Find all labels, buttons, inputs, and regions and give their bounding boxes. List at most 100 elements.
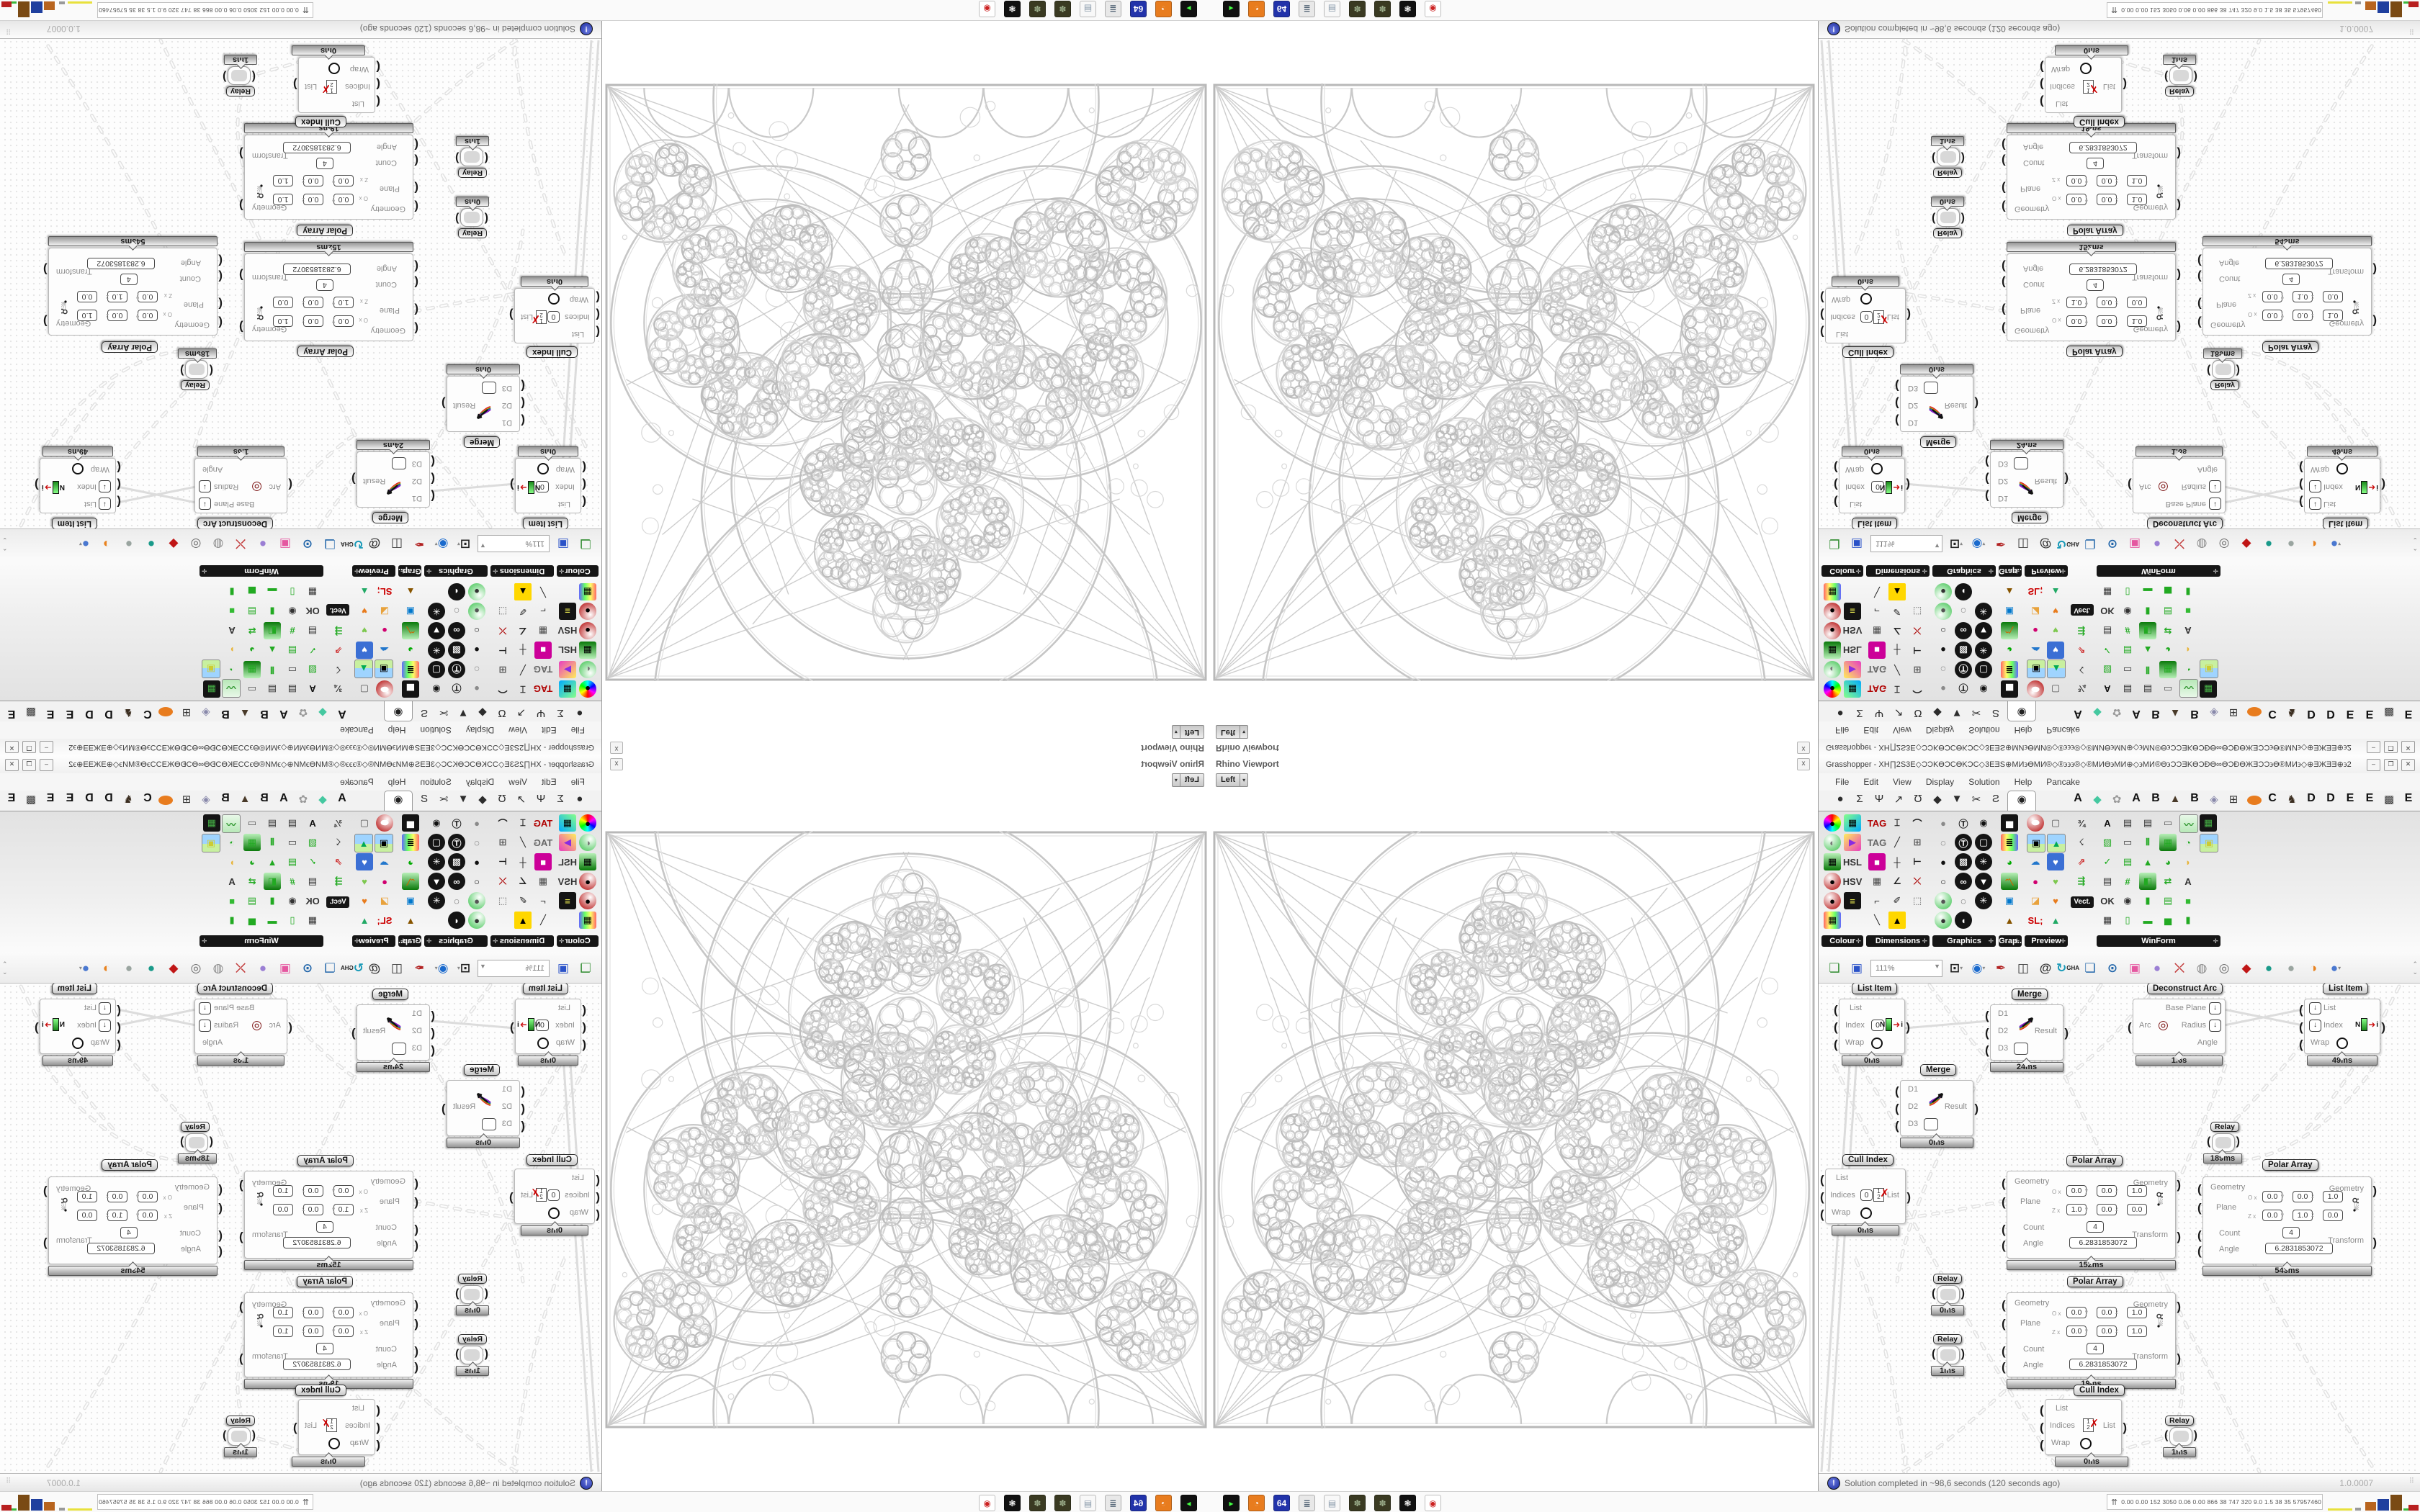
- palette-icon[interactable]: ◧: [264, 873, 281, 890]
- palette-icon[interactable]: ▨: [308, 665, 318, 675]
- sketch-pen-icon[interactable]: ✒: [413, 960, 425, 975]
- palette-icon[interactable]: ▲: [267, 644, 277, 656]
- plugin-tab-letter[interactable]: D: [2326, 792, 2335, 804]
- terminal-icon[interactable]: ▸: [1180, 1, 1197, 17]
- palette-icon[interactable]: ┼: [1894, 644, 1901, 656]
- node-label[interactable]: List Item: [51, 984, 97, 994]
- plugin-tab-icon[interactable]: ✿: [298, 793, 308, 806]
- palette-icon[interactable]: ◧: [264, 622, 281, 639]
- at-icon[interactable]: @: [368, 960, 381, 975]
- plugin-tab-letter[interactable]: D: [104, 708, 113, 720]
- palette-icon[interactable]: ▤: [2163, 895, 2173, 906]
- minimize-button[interactable]: –: [40, 741, 53, 753]
- gift-icon[interactable]: ▣: [279, 537, 292, 552]
- node-cu2[interactable]: ((() List Indices 1 2 ✗ List Wrap: [293, 57, 380, 113]
- node-pa3[interactable]: (((()) Geometry Plane O x 0.0 y 0.0 z 1.0 Z x 0.…: [2002, 1292, 2181, 1377]
- window-icon[interactable]: ❏: [324, 960, 336, 975]
- palette-icon[interactable]: ⇄: [248, 626, 256, 636]
- plugin-tab-icon[interactable]: ◆: [318, 793, 327, 806]
- palette-icon[interactable]: ∞: [448, 622, 465, 639]
- palette-icon[interactable]: ▢: [428, 834, 445, 851]
- plugin-tab-letter[interactable]: E: [46, 792, 55, 804]
- open-file-icon[interactable]: ❏: [1829, 960, 1840, 975]
- node-pa3[interactable]: (((()) Geometry Plane O x 0.0 y 0.0 z 1.0 Z x 0.…: [2002, 135, 2181, 220]
- palette-icon[interactable]: ▅: [2001, 680, 2018, 698]
- palette-icon[interactable]: ▤: [287, 856, 297, 867]
- palette-icon[interactable]: ◕: [408, 856, 413, 868]
- palette-icon[interactable]: ▼: [1975, 873, 1992, 890]
- minimize-button[interactable]: –: [40, 759, 53, 771]
- zoom-level-combo[interactable]: 111% ▼: [1870, 959, 1942, 977]
- palette-icon[interactable]: ▅: [248, 587, 256, 598]
- menu-help[interactable]: Help: [2014, 777, 2033, 787]
- palette-icon[interactable]: ◉: [2123, 606, 2132, 617]
- menu-help[interactable]: Help: [2014, 725, 2033, 735]
- palette-icon[interactable]: ▶: [559, 661, 576, 678]
- plugin-tab-icon[interactable]: ♞: [123, 793, 133, 806]
- maximize-button[interactable]: ❐: [2384, 741, 2398, 753]
- firefox-icon[interactable]: ◔: [1155, 1, 1172, 17]
- palette-icon[interactable]: ∞: [448, 873, 465, 890]
- palette-icon[interactable]: ●: [468, 603, 485, 620]
- palette-label[interactable]: Colour ✛: [1821, 935, 1863, 947]
- palette-icon[interactable]: ▦: [308, 914, 318, 925]
- palette-label[interactable]: WinForm ✛: [2097, 935, 2220, 947]
- palette-icon[interactable]: ■: [534, 642, 552, 659]
- palette-icon[interactable]: ⌐: [1874, 606, 1880, 617]
- palette-icon[interactable]: HSV: [557, 876, 578, 887]
- node-da1[interactable]: (Arc ◎ Base Plane ↓ Radius ↓ Angle: [194, 458, 292, 513]
- palette-icon[interactable]: ♥: [2053, 876, 2058, 887]
- plugin-tab-icon[interactable]: ◆: [318, 706, 327, 719]
- palette-icon[interactable]: ▬: [267, 914, 277, 926]
- palette-icon[interactable]: ▦: [203, 680, 220, 698]
- plugin-tab-icon[interactable]: ♞: [123, 706, 133, 719]
- category-tab-icon[interactable]: Σ: [1856, 707, 1863, 719]
- node-label[interactable]: Merge: [372, 989, 408, 1000]
- palette-icon[interactable]: ●: [1935, 892, 1952, 909]
- focus-extents-icon[interactable]: ⊡ ▾: [457, 537, 471, 552]
- gem-icon[interactable]: ◆: [2241, 537, 2251, 552]
- palette-icon[interactable]: ≡: [559, 603, 576, 620]
- palette-icon[interactable]: ◖: [448, 583, 465, 600]
- palette-icon[interactable]: ▦: [2102, 914, 2112, 925]
- palette-icon[interactable]: TAG: [1867, 664, 1887, 675]
- palette-icon[interactable]: ●: [1935, 603, 1952, 620]
- category-tab-icon[interactable]: Ʊ: [1914, 707, 1922, 719]
- palette-icon[interactable]: ◪: [380, 606, 390, 617]
- palette-icon[interactable]: ▶: [1844, 834, 1861, 851]
- palette-icon[interactable]: ≣: [402, 661, 419, 678]
- script-icon[interactable]: ≣: [1299, 1495, 1315, 1511]
- node-da1[interactable]: (Arc ◎ Base Plane ↓ Radius ↓ Angle: [2128, 458, 2226, 513]
- preview-eye-icon[interactable]: ◉ ▾: [1971, 537, 1986, 552]
- gift-icon[interactable]: ▣: [2128, 960, 2141, 975]
- palette-label[interactable]: Grap.. ✛: [398, 935, 421, 947]
- viewport-tab-label[interactable]: Left: [1216, 773, 1241, 787]
- gem-icon[interactable]: ◆: [2241, 960, 2251, 975]
- node-label[interactable]: List Item: [522, 518, 568, 528]
- palette-icon[interactable]: ●: [468, 892, 485, 909]
- palette-icon[interactable]: ●: [474, 644, 480, 656]
- palette-icon[interactable]: ●: [1940, 644, 1946, 656]
- node-pa1[interactable]: (((()) Geometry Plane O x 0.0 y 0.0 z 1.0 Z x 1.…: [239, 253, 418, 341]
- palette-icon[interactable]: ▲: [359, 914, 369, 926]
- palette-icon[interactable]: ✓: [308, 856, 317, 867]
- node-relay[interactable]: (): [1932, 148, 1965, 166]
- terminal-icon[interactable]: ▸: [1180, 1495, 1197, 1511]
- palette-icon[interactable]: ⊞: [1913, 837, 1922, 847]
- node-label[interactable]: Polar Array: [2066, 1155, 2123, 1166]
- category-tab-icon[interactable]: ↗: [516, 793, 526, 806]
- palette-icon[interactable]: ▤: [247, 895, 257, 906]
- maximize-button[interactable]: ❐: [22, 741, 36, 753]
- palette-icon[interactable]: ▮: [229, 914, 235, 925]
- palette-icon[interactable]: Ⓣ: [1955, 661, 1972, 678]
- palette-icon[interactable]: ◕: [408, 644, 413, 656]
- palette-icon[interactable]: ⊞: [498, 837, 507, 847]
- palette-label[interactable]: Graphics ✛: [424, 565, 488, 577]
- menu-view[interactable]: View: [1893, 725, 1912, 735]
- grasshopper-titlebar[interactable]: Grasshopper - XH∏2S3E◇ƆƆKƟƆCƟKƆC◇3EƎS⊕MИ…: [1819, 756, 2420, 773]
- node-label[interactable]: Relay: [457, 1334, 487, 1344]
- grasshopper-titlebar[interactable]: Grasshopper - XH∏2S3E◇ƆƆKƟƆCƟKƆC◇3EƎS⊕MИ…: [1819, 739, 2420, 756]
- palette-icon[interactable]: ●: [468, 583, 485, 600]
- palette-icon[interactable]: Ⓣ: [1955, 834, 1972, 851]
- palette-label[interactable]: Grap.. ✛: [1999, 935, 2022, 947]
